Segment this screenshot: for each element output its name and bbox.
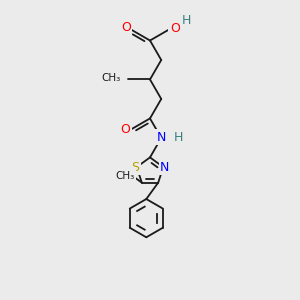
Text: N: N bbox=[157, 130, 166, 143]
Text: H: H bbox=[182, 14, 191, 27]
Text: O: O bbox=[170, 22, 180, 35]
Text: H: H bbox=[174, 130, 183, 143]
Text: O: O bbox=[121, 21, 131, 34]
Text: N: N bbox=[160, 160, 170, 174]
Text: CH₃: CH₃ bbox=[116, 171, 135, 181]
Text: O: O bbox=[120, 123, 130, 136]
Text: S: S bbox=[131, 160, 139, 174]
Text: CH₃: CH₃ bbox=[101, 73, 120, 83]
